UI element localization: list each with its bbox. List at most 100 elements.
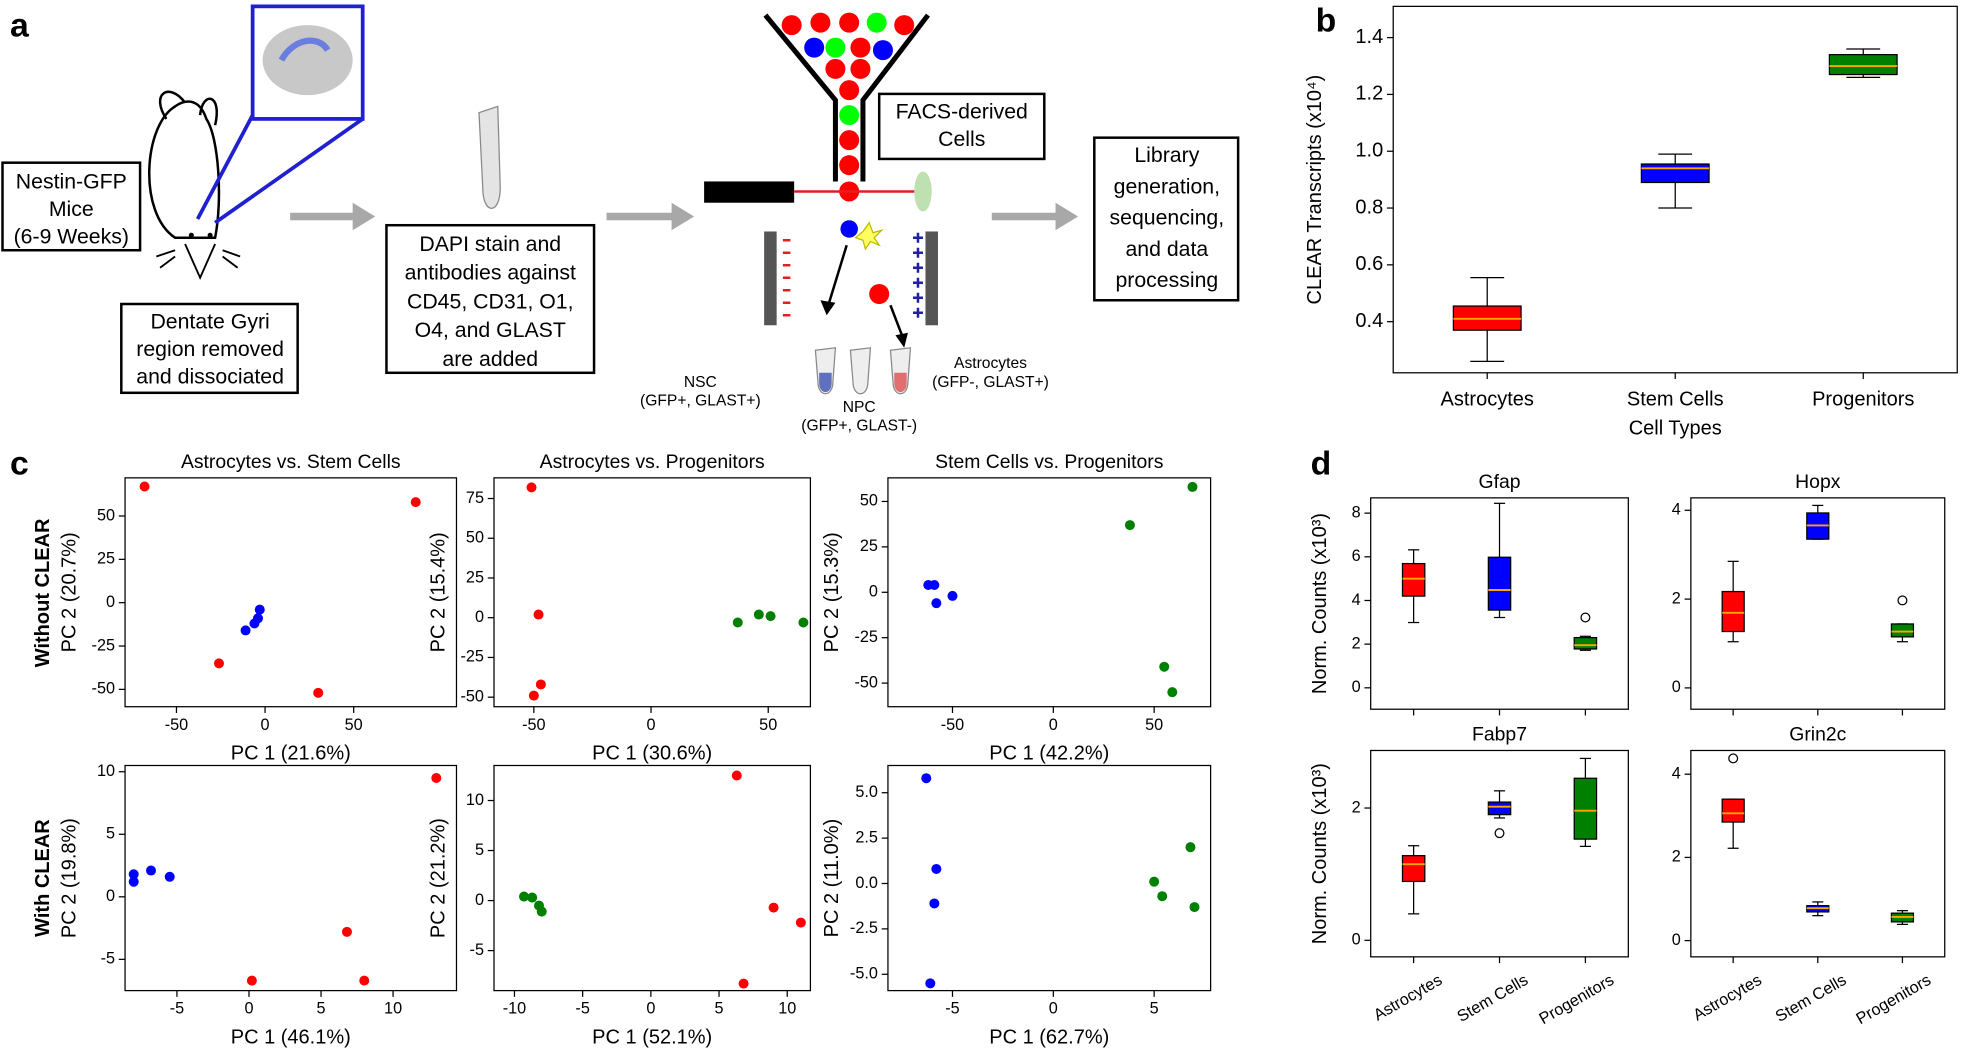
y-axis-label: CLEAR Transcripts (x10⁴) xyxy=(1304,75,1326,305)
chart-title: Gfap xyxy=(1479,471,1521,493)
x-tick-label: -10 xyxy=(503,1000,526,1018)
y-tick-label: 0 xyxy=(1352,678,1361,696)
y-tick-label: -5 xyxy=(101,950,115,968)
y-tick-label: 1.2 xyxy=(1355,83,1383,105)
scatter-point xyxy=(213,658,224,669)
tube-content xyxy=(894,372,907,393)
chart-title: Stem Cells vs. Progenitors xyxy=(935,451,1163,473)
panel-label: d xyxy=(1311,444,1332,482)
diagram-text: NPC xyxy=(843,399,876,416)
chart-title: Astrocytes vs. Stem Cells xyxy=(181,451,401,473)
tube xyxy=(478,105,501,209)
scatter-point xyxy=(1157,891,1168,902)
y-tick-label: -2.5 xyxy=(850,919,878,937)
scatter-point xyxy=(246,975,257,986)
scatter-point xyxy=(535,679,546,690)
x-tick-label: Progenitors xyxy=(1536,971,1617,1028)
scatter-point xyxy=(139,481,150,492)
outlier xyxy=(1897,595,1908,606)
diagram-text: DAPI stain and xyxy=(419,232,561,256)
x-tick-label: 5 xyxy=(715,1000,724,1018)
outlier xyxy=(1494,828,1505,839)
y-tick-label: 50 xyxy=(860,492,878,510)
y-tick-label: 5.0 xyxy=(855,783,878,801)
arrow xyxy=(290,202,376,231)
diagram-text: NSC xyxy=(684,374,717,391)
text-box xyxy=(1093,136,1240,302)
scatter-point xyxy=(738,978,749,989)
scatter-point xyxy=(313,687,324,698)
scatter-point xyxy=(798,617,809,628)
x-tick-label: 10 xyxy=(384,1000,402,1018)
laser xyxy=(704,181,795,203)
y-tick-label: 5 xyxy=(475,841,484,859)
scatter-point xyxy=(1189,902,1200,913)
y-tick-label: 4 xyxy=(1672,764,1681,782)
y-tick-label: 1.4 xyxy=(1355,26,1383,48)
diagram-text: and dissociated xyxy=(136,364,284,388)
y-tick-label: 10 xyxy=(466,791,484,809)
brain xyxy=(262,25,353,96)
y-tick-label: 2 xyxy=(1672,848,1681,866)
plate xyxy=(925,231,938,326)
scatter-point xyxy=(929,580,940,591)
y-tick-label: 0 xyxy=(106,593,115,611)
brain-frame xyxy=(250,4,365,121)
x-axis-label: PC 1 (62.7%) xyxy=(989,1026,1109,1048)
text-box xyxy=(120,302,299,395)
outlier xyxy=(1728,753,1739,764)
box xyxy=(1890,623,1915,638)
box xyxy=(1401,855,1426,883)
scatter-point xyxy=(1167,687,1178,698)
scatter-point xyxy=(765,611,776,622)
y-tick-label: 0.0 xyxy=(855,874,878,892)
y-tick-label: 2 xyxy=(1352,634,1361,652)
arrowhead xyxy=(820,300,908,348)
x-tick-label: 0 xyxy=(646,1000,655,1018)
scatter-point xyxy=(768,902,779,913)
scatter-point xyxy=(431,772,442,784)
panel-label: a xyxy=(10,7,29,45)
box xyxy=(1573,636,1598,650)
x-tick-label: Progenitors xyxy=(1812,389,1914,411)
scatter-point xyxy=(731,770,742,781)
mouse-body xyxy=(148,100,221,239)
panel-label: b xyxy=(1316,2,1337,40)
x-tick-label: -50 xyxy=(941,716,964,734)
scatter-point xyxy=(753,609,764,620)
diagram-text: (6-9 Weeks) xyxy=(14,224,129,248)
arrow xyxy=(991,202,1079,231)
y-tick-label: 75 xyxy=(466,489,484,507)
zoom-line xyxy=(195,114,364,225)
diagram-text: FACS-derived xyxy=(896,99,1028,123)
text-box xyxy=(877,92,1046,161)
scatter-point xyxy=(921,773,932,784)
scatter-point xyxy=(410,497,421,508)
diagram-text: CD45, CD31, O1, xyxy=(407,289,574,313)
text-box xyxy=(1,161,142,252)
box xyxy=(1487,801,1512,816)
scatter-point xyxy=(240,625,251,636)
x-axis-label: PC 1 (52.1%) xyxy=(592,1026,712,1048)
deflection-arrow xyxy=(826,244,905,339)
x-tick-label: 10 xyxy=(778,1000,796,1018)
y-axis-label: PC 2 (15.4%) xyxy=(427,532,449,652)
y-tick-label: 0 xyxy=(1352,931,1361,949)
plot-frame xyxy=(493,764,812,992)
y-axis-label: PC 2 (15.3%) xyxy=(821,532,843,652)
y-tick-label: -50 xyxy=(460,687,484,705)
y-tick-label: 0 xyxy=(869,583,878,601)
diagram-text: antibodies against xyxy=(405,261,576,285)
y-tick-label: 50 xyxy=(466,529,484,547)
y-tick-label: 25 xyxy=(860,537,878,555)
x-tick-label: 0 xyxy=(647,716,656,734)
y-tick-label: 0.8 xyxy=(1355,196,1383,218)
x-tick-label: Astrocytes xyxy=(1371,971,1446,1025)
y-tick-label: 25 xyxy=(466,568,484,586)
x-tick-label: 5 xyxy=(1150,1000,1159,1018)
x-tick-label: 5 xyxy=(317,1000,326,1018)
plot-frame xyxy=(493,477,812,708)
box xyxy=(1640,163,1710,184)
y-tick-label: 0 xyxy=(106,887,115,905)
